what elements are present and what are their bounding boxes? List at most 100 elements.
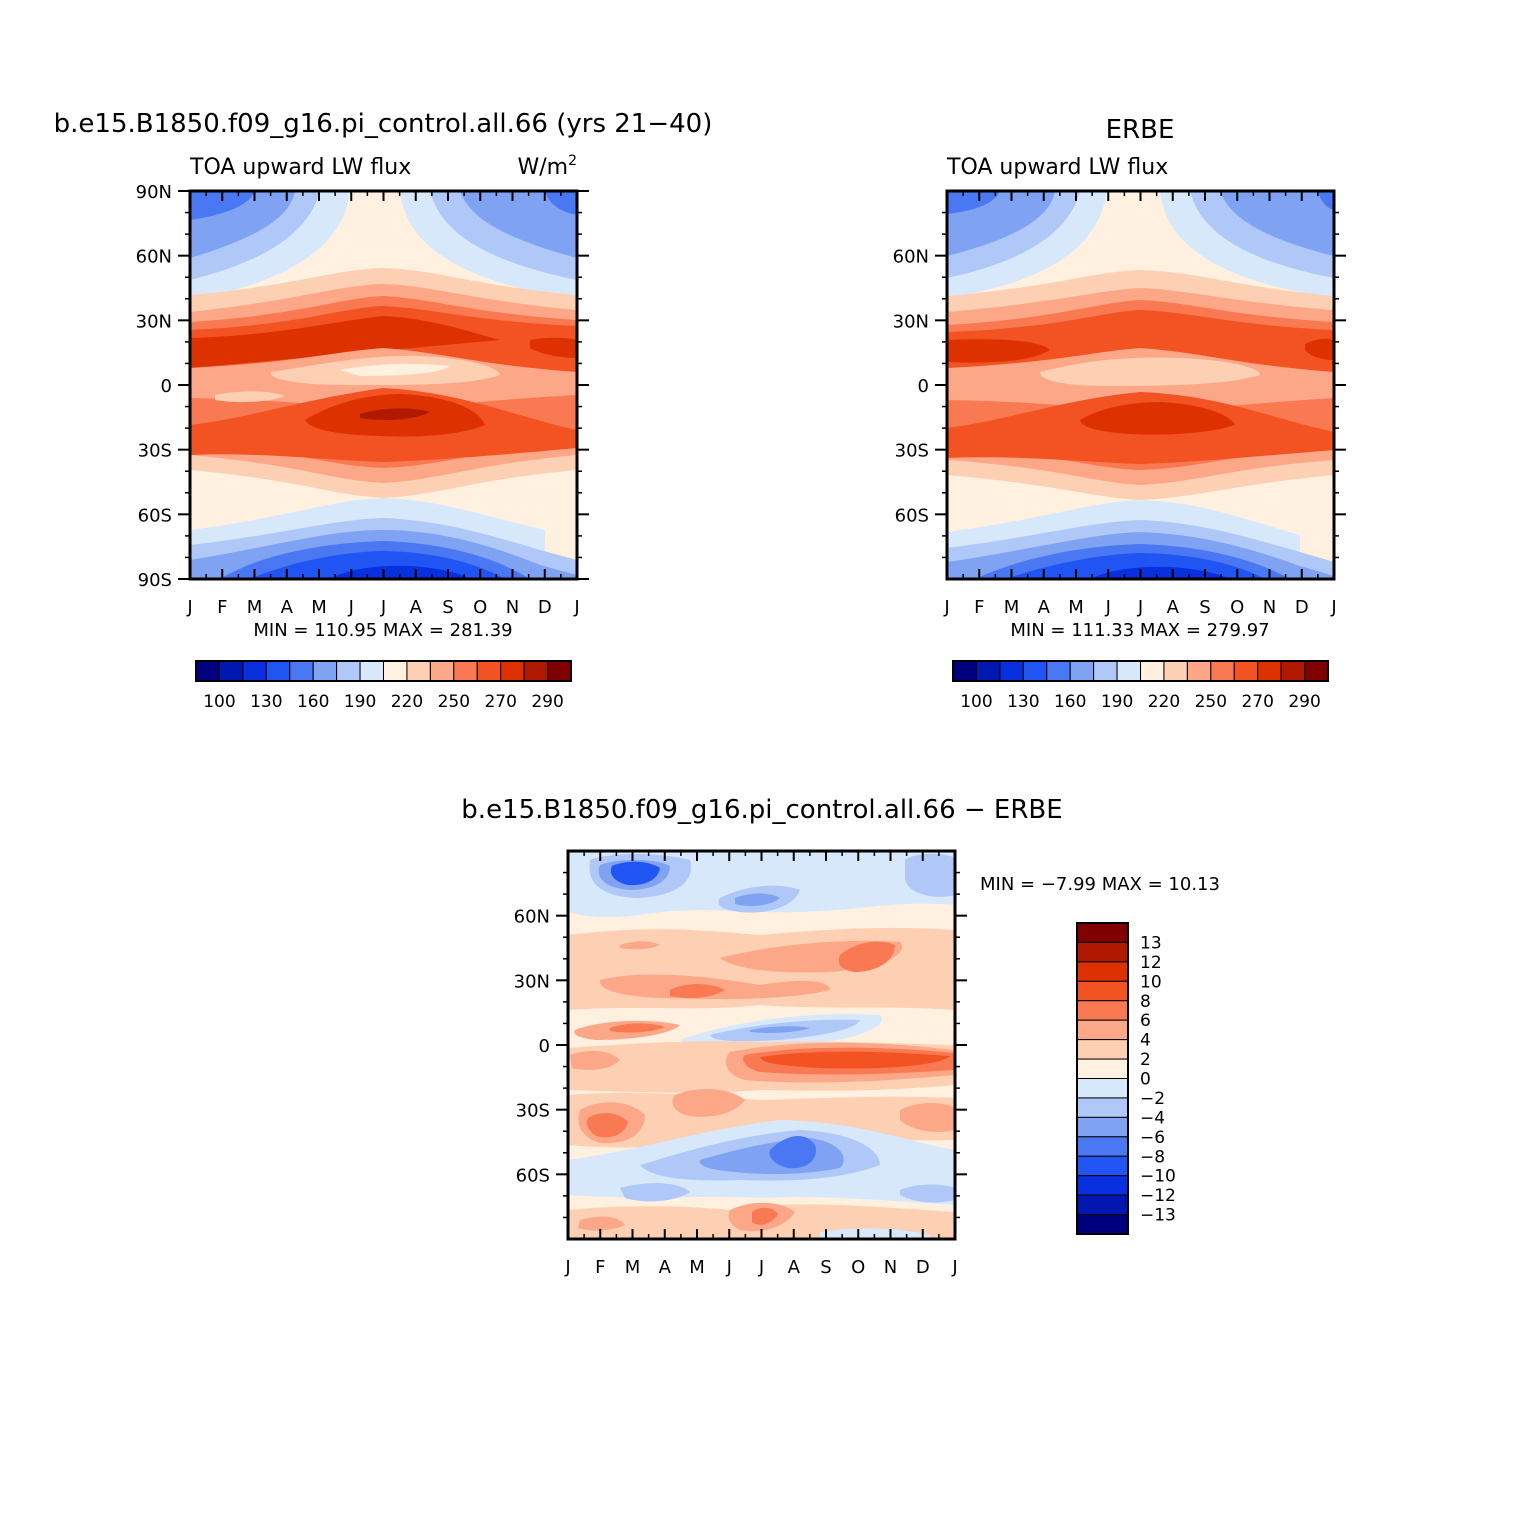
colorbar-swatch xyxy=(1076,1058,1129,1079)
x-tick-label: A xyxy=(410,597,423,618)
colorbar-label: 220 xyxy=(1148,692,1180,712)
colorbar-label: 290 xyxy=(1288,692,1320,712)
contour-band xyxy=(330,565,470,579)
colorbar-swatch xyxy=(1046,660,1071,682)
x-tick-label: N xyxy=(884,1257,897,1278)
contour-band xyxy=(1305,338,1334,360)
y-axis-ticks: 60N 30N 0 30S 60S xyxy=(514,871,967,1219)
contour-band xyxy=(1080,402,1235,435)
panel-model-subtitle: TOA upward LW flux xyxy=(189,155,411,180)
contour-band xyxy=(750,1026,810,1033)
colorbar-label: 12 xyxy=(1140,953,1162,973)
x-tick-label: S xyxy=(442,597,453,618)
colorbar-swatch xyxy=(1076,961,1129,982)
colorbar-swatch xyxy=(1076,1078,1129,1099)
x-tick-label: J xyxy=(573,597,579,618)
colorbar-label: 160 xyxy=(297,692,329,712)
x-tick-label: O xyxy=(1230,597,1244,618)
x-tick-label: O xyxy=(851,1257,865,1278)
x-tick-label: J xyxy=(348,597,354,618)
contour-band xyxy=(215,391,285,403)
y-tick-label: 60S xyxy=(138,505,172,526)
contour-band xyxy=(1040,357,1260,386)
colorbar-swatch xyxy=(336,660,361,682)
x-tick-label: A xyxy=(1038,597,1051,618)
colorbar-swatch xyxy=(1076,1116,1129,1138)
contour-band xyxy=(360,408,430,420)
y-tick-label: 60N xyxy=(136,247,172,268)
colorbar-label: −13 xyxy=(1140,1206,1176,1226)
x-tick-label: O xyxy=(473,597,487,618)
colorbar-swatch xyxy=(289,660,314,682)
colorbar-label: 13 xyxy=(1140,933,1162,953)
colorbar-swatch xyxy=(1210,660,1235,682)
colorbar-label: 190 xyxy=(1101,692,1133,712)
colorbar-swatch xyxy=(1163,660,1188,682)
contour-band xyxy=(190,191,577,258)
colorbar-swatch xyxy=(952,660,977,682)
x-tick-label: A xyxy=(1167,597,1180,618)
colorbar-swatch xyxy=(1257,660,1282,682)
colorbar-label: −12 xyxy=(1140,1186,1176,1206)
x-tick-label: J xyxy=(1105,597,1111,618)
colorbar-label: 270 xyxy=(1241,692,1273,712)
colorbar-label: 100 xyxy=(960,692,992,712)
colorbar-swatch xyxy=(265,660,291,682)
field-model xyxy=(190,191,577,579)
units-base: W/m xyxy=(517,155,568,180)
colorbar-swatch xyxy=(500,660,525,682)
colorbar-swatch xyxy=(1076,1019,1129,1041)
colorbar-swatch xyxy=(1076,1136,1129,1157)
contour-band xyxy=(947,339,1050,363)
x-tick-label: J xyxy=(951,1257,957,1278)
colorbar-label: 2 xyxy=(1140,1050,1151,1070)
colorbar-label: 130 xyxy=(1007,692,1039,712)
colorbar-label: −2 xyxy=(1140,1089,1165,1109)
contour-band xyxy=(820,1228,930,1239)
stats-label: MIN = −7.99 MAX = 10.13 xyxy=(980,874,1220,895)
colorbar-label: −10 xyxy=(1140,1167,1176,1187)
colorbar-swatch xyxy=(1076,1155,1129,1177)
x-tick-label: N xyxy=(1263,597,1276,618)
contour-band xyxy=(340,363,450,376)
colorbar-label: 8 xyxy=(1140,992,1151,1012)
colorbar-swatch xyxy=(1140,660,1165,682)
colorbar-label: 160 xyxy=(1054,692,1086,712)
colorbar-label: 250 xyxy=(1195,692,1227,712)
field-obs xyxy=(947,191,1334,579)
colorbar-label: 6 xyxy=(1140,1011,1151,1031)
contour-band xyxy=(735,893,780,906)
colorbar-swatch xyxy=(218,660,244,682)
x-tick-label: J xyxy=(943,597,949,618)
x-tick-label: A xyxy=(788,1257,801,1278)
colorbar-label: 250 xyxy=(438,692,470,712)
contour-band xyxy=(620,1183,690,1202)
x-tick-label: M xyxy=(247,597,263,618)
contour-band xyxy=(610,1023,665,1033)
x-tick-label: N xyxy=(506,597,519,618)
x-tick-label: D xyxy=(916,1257,930,1278)
colorbar-swatch xyxy=(1186,660,1212,682)
contour-band xyxy=(905,853,955,897)
x-tick-label: M xyxy=(311,597,327,618)
y-tick-label: 30S xyxy=(516,1101,550,1122)
colorbar-swatch xyxy=(1233,660,1259,682)
contour-band xyxy=(900,1184,955,1203)
x-tick-label: J xyxy=(564,1257,570,1278)
contour-band xyxy=(586,1113,628,1138)
colorbar-swatch xyxy=(523,660,549,682)
colorbar-swatch xyxy=(453,660,478,682)
panel-model-units: W/m2 xyxy=(517,153,577,180)
x-tick-label: A xyxy=(281,597,294,618)
colorbar-swatch xyxy=(975,660,1001,682)
contour-band xyxy=(610,861,660,886)
colorbar-frame xyxy=(195,660,572,682)
colorbar-swatch xyxy=(359,660,384,682)
contour-band xyxy=(670,984,725,998)
colorbar-swatch xyxy=(406,660,431,682)
colorbar-swatch xyxy=(1076,1000,1129,1021)
contour-band xyxy=(570,1050,620,1070)
contour-band xyxy=(947,310,1334,372)
contour-band xyxy=(838,941,895,972)
